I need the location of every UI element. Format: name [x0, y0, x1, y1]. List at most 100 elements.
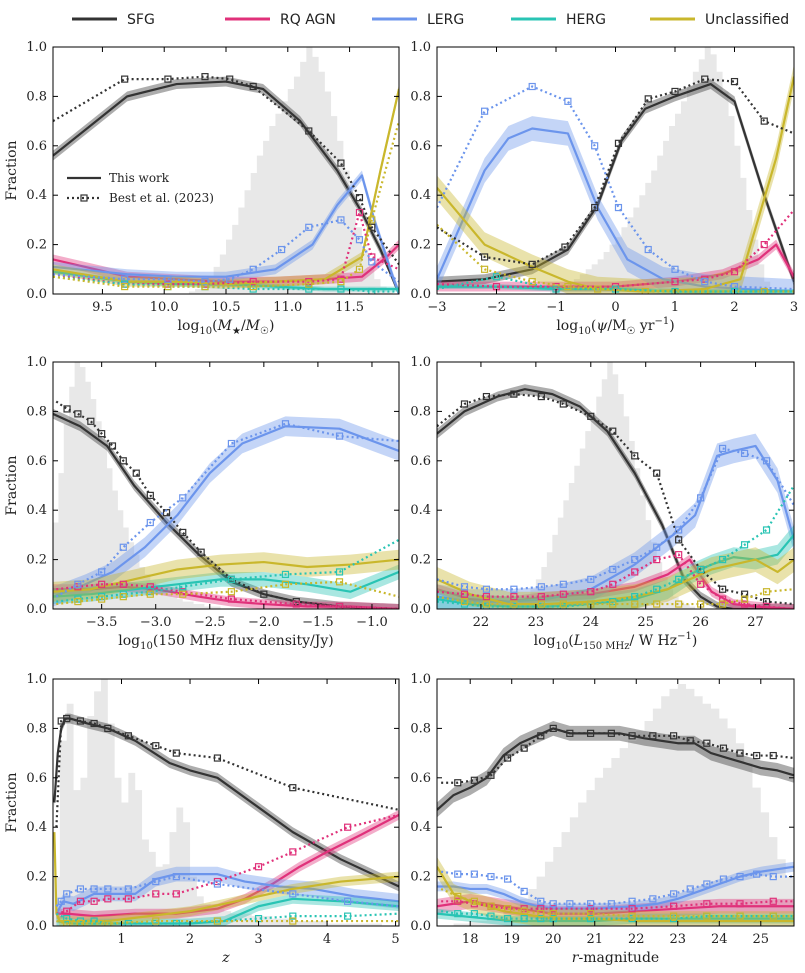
marker-herg: [454, 910, 462, 918]
marker-lerg: [587, 575, 595, 583]
line-herg: [437, 912, 794, 923]
marker-herg: [179, 583, 187, 591]
marker-sfg: [63, 405, 71, 413]
marker-herg: [492, 273, 501, 281]
band-herg: [53, 269, 399, 292]
y-tick-label: 0.2: [410, 238, 431, 253]
y-tick-label: 0.2: [410, 870, 431, 885]
marker-sfg: [74, 410, 82, 418]
marker-lerg: [719, 875, 728, 883]
marker-sfg: [260, 590, 268, 598]
marker-uncl: [487, 902, 495, 910]
marker-uncl: [564, 282, 572, 291]
marker-rq: [454, 897, 462, 905]
marker-uncl: [510, 600, 518, 608]
marker-herg: [90, 917, 98, 925]
y-axis-label: Fraction: [4, 455, 20, 515]
marker-lerg: [520, 887, 528, 896]
marker-herg: [337, 285, 345, 293]
y-tick-label: 0.4: [410, 503, 431, 518]
y-axis-label: Fraction: [4, 140, 20, 200]
panel-legend-label-best: Best et al. (2023): [109, 191, 214, 205]
dotted-line-lerg: [437, 447, 794, 591]
y-tick-label: 0.8: [410, 89, 431, 104]
marker-sfg: [753, 751, 761, 760]
marker-uncl: [586, 910, 595, 918]
marker-sfg: [124, 732, 132, 740]
marker-rq: [762, 602, 771, 609]
marker-sfg: [119, 457, 127, 465]
marker-herg: [697, 565, 705, 574]
y-tick-label: 1.0: [26, 40, 47, 55]
marker-sfg: [736, 749, 744, 757]
marker-herg: [368, 287, 376, 294]
marker-sfg: [701, 75, 709, 83]
marker-lerg: [649, 895, 657, 903]
x-tick-label: 22: [628, 932, 645, 947]
marker-lerg: [119, 543, 127, 551]
marker-sfg: [528, 260, 536, 268]
marker-sfg: [108, 442, 117, 450]
x-tick-label: 1: [671, 300, 679, 315]
x-tick-label: 18: [462, 932, 479, 947]
marker-lerg: [703, 880, 711, 888]
band-lerg: [53, 416, 399, 607]
marker-uncl: [631, 600, 639, 608]
marker-herg: [653, 585, 661, 593]
x-tick-label: 4: [323, 932, 331, 947]
marker-sfg: [305, 127, 313, 135]
dotted-line-lerg: [440, 870, 794, 905]
marker-sfg: [587, 412, 595, 420]
x-tick-label: −1: [546, 300, 565, 315]
marker-uncl: [76, 919, 85, 926]
marker-rq: [344, 823, 352, 831]
marker-lerg: [104, 885, 112, 893]
dotted-line-lerg: [53, 218, 399, 283]
marker-sfg: [614, 139, 623, 147]
marker-uncl: [337, 278, 345, 286]
marker-lerg: [344, 897, 352, 905]
marker-rq: [697, 580, 705, 588]
marker-herg: [335, 568, 344, 576]
marker-lerg: [305, 223, 313, 231]
plot-area: [437, 47, 794, 294]
marker-rq: [124, 895, 132, 903]
marker-rq: [718, 595, 727, 603]
marker-sfg: [631, 452, 639, 460]
marker-sfg: [121, 75, 129, 83]
x-axis-label: log10(150 MHz flux density/Jy): [118, 633, 333, 652]
marker-rq: [460, 590, 469, 598]
marker-rq: [703, 900, 711, 908]
line-rq: [56, 813, 399, 918]
dotted-line-uncl: [53, 120, 399, 288]
marker-rq: [146, 583, 154, 591]
y-tick-label: 0.4: [26, 503, 47, 518]
x-axis-label: log10(M★/M☉): [178, 318, 275, 337]
marker-rq: [760, 241, 768, 249]
marker-lerg: [152, 877, 160, 886]
x-tick-label: 3: [254, 932, 262, 947]
marker-rq: [104, 895, 112, 903]
marker-uncl: [760, 287, 768, 294]
marker-lerg: [481, 107, 489, 115]
marker-sfg: [460, 400, 469, 408]
panels: 9.5 10.0 10.5 11.0 11.50.00.20.40.60.81.0log…: [4, 40, 798, 966]
marker-sfg: [671, 87, 679, 96]
histogram: [508, 362, 696, 609]
marker-herg: [344, 912, 352, 920]
marker-lerg: [335, 432, 344, 440]
marker-sfg: [98, 430, 106, 438]
panel-frame: [52, 678, 400, 927]
line-herg: [53, 570, 399, 598]
marker-uncl: [121, 282, 129, 291]
marker-rq: [172, 890, 180, 898]
marker-sfg: [454, 779, 462, 787]
marker-uncl: [179, 590, 187, 598]
x-tick-label: 10.0: [150, 300, 179, 315]
marker-uncl: [335, 578, 344, 586]
marker-uncl: [670, 912, 678, 920]
x-tick-label: −3.0: [140, 615, 172, 630]
marker-uncl: [769, 912, 777, 920]
marker-lerg: [753, 870, 761, 878]
marker-lerg: [487, 872, 495, 881]
